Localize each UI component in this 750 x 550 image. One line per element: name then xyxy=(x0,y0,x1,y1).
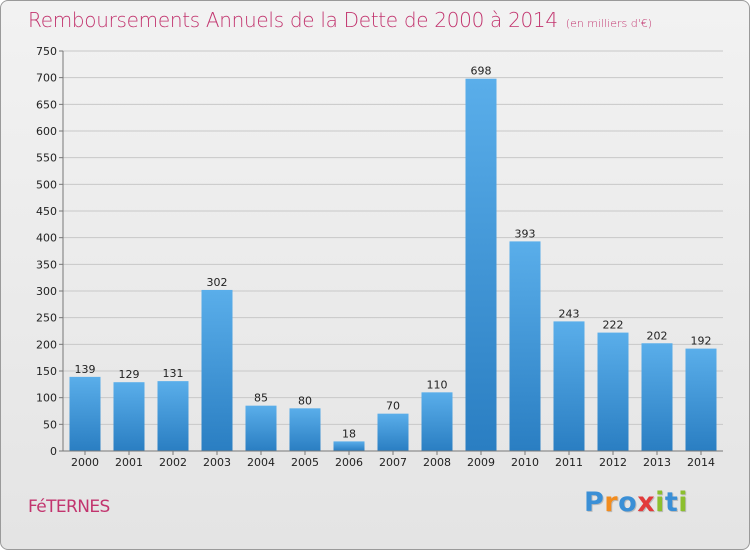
bar xyxy=(641,343,673,451)
y-tick-label: 150 xyxy=(36,365,57,378)
x-tick-label: 2000 xyxy=(71,456,99,469)
y-tick-label: 300 xyxy=(36,285,57,298)
chart-title-text: Remboursements Annuels de la Dette de 20… xyxy=(28,8,558,32)
data-label: 129 xyxy=(119,368,140,381)
data-label: 131 xyxy=(163,367,184,380)
y-tick-label: 50 xyxy=(43,418,57,431)
x-tick-label: 2006 xyxy=(335,456,363,469)
logo-letter: o xyxy=(618,487,638,518)
bar xyxy=(69,376,101,451)
data-label: 85 xyxy=(254,392,268,405)
y-tick-label: 350 xyxy=(36,258,57,271)
y-tick-label: 600 xyxy=(36,125,57,138)
town-name: FéTERNES xyxy=(28,497,110,517)
bar xyxy=(553,321,585,451)
data-label: 222 xyxy=(603,319,624,332)
x-axis-ticks: 2000 2001 2002 2003 2004 2005 2006 2007 2008 2009… xyxy=(71,451,715,469)
x-tick-label: 2010 xyxy=(511,456,539,469)
data-label: 202 xyxy=(647,329,668,342)
data-label: 80 xyxy=(298,394,312,407)
x-tick-label: 2005 xyxy=(291,456,319,469)
bar xyxy=(421,392,453,451)
y-tick-label: 650 xyxy=(36,98,57,111)
y-tick-label: 700 xyxy=(36,72,57,85)
data-label: 302 xyxy=(207,276,228,289)
bar xyxy=(685,348,717,451)
x-tick-label: 2014 xyxy=(687,456,715,469)
x-tick-label: 2003 xyxy=(203,456,231,469)
y-tick-label: 500 xyxy=(36,178,57,191)
proxiti-logo: Proxiti xyxy=(584,487,688,518)
bar xyxy=(113,382,145,451)
y-tick-label: 550 xyxy=(36,152,57,165)
x-tick-label: 2009 xyxy=(467,456,495,469)
chart-title: Remboursements Annuels de la Dette de 20… xyxy=(28,8,652,32)
x-tick-label: 2002 xyxy=(159,456,187,469)
logo-letter: t xyxy=(664,487,679,518)
data-label: 243 xyxy=(559,307,580,320)
bar xyxy=(597,332,629,451)
data-label: 393 xyxy=(515,227,536,240)
data-label: 192 xyxy=(691,335,712,348)
bar xyxy=(377,413,409,451)
x-tick-label: 2004 xyxy=(247,456,275,469)
x-tick-label: 2013 xyxy=(643,456,671,469)
bar xyxy=(509,241,541,451)
y-tick-label: 400 xyxy=(36,232,57,245)
logo-letter: P xyxy=(584,487,605,518)
data-label: 110 xyxy=(427,378,448,391)
x-tick-label: 2001 xyxy=(115,456,143,469)
logo-letter: x xyxy=(637,487,656,518)
bar xyxy=(201,289,233,451)
y-tick-label: 450 xyxy=(36,205,57,218)
logo-letter: i xyxy=(678,487,689,518)
data-labels: 139 129 131 302 85 80 18 70 110 698 393 243 222 202 19… xyxy=(75,65,712,441)
y-tick-label: 100 xyxy=(36,392,57,405)
y-tick-label: 250 xyxy=(36,312,57,325)
y-axis-ticks: 0 50 100 150 200 250 300 350 400 450 500 550 600 650 7… xyxy=(36,45,63,458)
bar xyxy=(289,408,321,451)
bar xyxy=(333,441,365,451)
x-tick-label: 2008 xyxy=(423,456,451,469)
bars xyxy=(69,78,717,451)
y-tick-label: 0 xyxy=(50,445,57,458)
logo-letter: r xyxy=(604,487,619,518)
bar xyxy=(465,78,497,451)
logo-letter: i xyxy=(655,487,665,518)
chart-subtitle: (en milliers d'€) xyxy=(565,17,653,30)
data-label: 70 xyxy=(386,400,400,413)
x-tick-label: 2011 xyxy=(555,456,583,469)
data-label: 18 xyxy=(342,427,356,440)
x-tick-label: 2012 xyxy=(599,456,627,469)
bar xyxy=(245,405,277,451)
y-tick-label: 750 xyxy=(36,45,57,58)
data-label: 139 xyxy=(75,363,96,376)
y-tick-label: 200 xyxy=(36,338,57,351)
data-label: 698 xyxy=(471,65,492,78)
x-tick-label: 2007 xyxy=(379,456,407,469)
bar xyxy=(157,381,189,451)
